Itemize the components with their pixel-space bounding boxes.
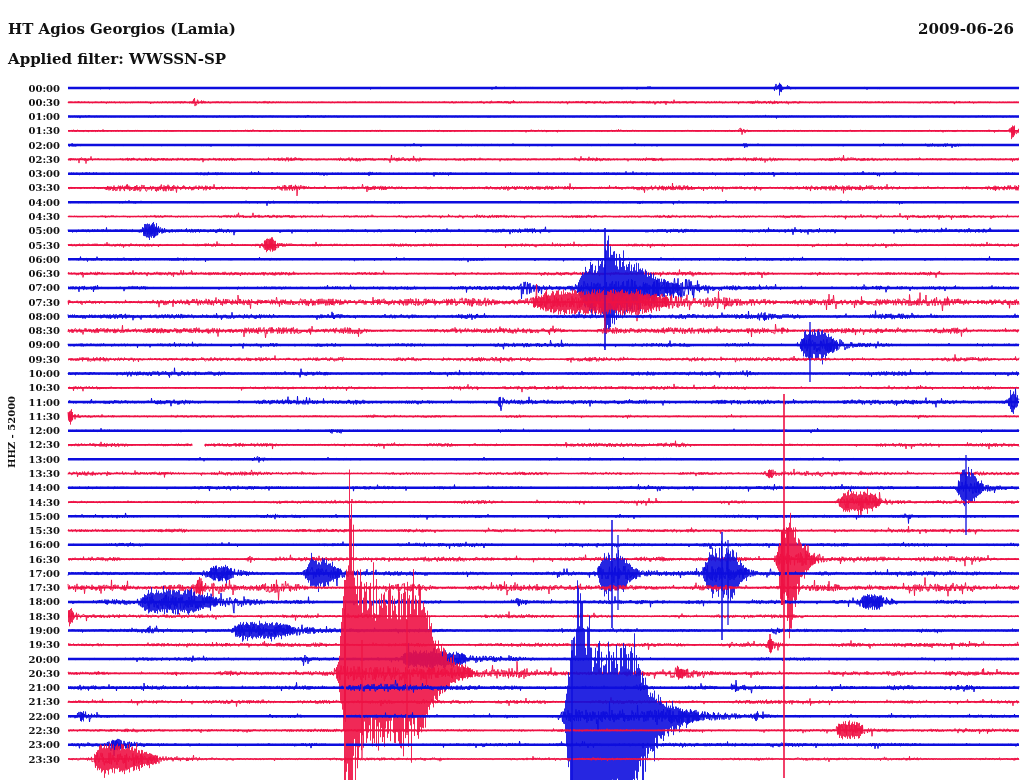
time-label: 12:00	[0, 425, 60, 436]
time-label: 06:30	[0, 268, 60, 279]
time-label: 17:30	[0, 582, 60, 593]
time-label: 10:30	[0, 382, 60, 393]
time-label: 23:30	[0, 754, 60, 765]
time-label: 09:00	[0, 339, 60, 350]
time-label: 08:00	[0, 311, 60, 322]
station-title: HT Agios Georgios (Lamia)	[8, 20, 236, 38]
time-label: 19:00	[0, 625, 60, 636]
filter-label: Applied filter: WWSSN-SP	[8, 50, 226, 68]
time-label: 14:30	[0, 497, 60, 508]
time-label: 12:30	[0, 439, 60, 450]
time-label: 15:00	[0, 511, 60, 522]
date-label: 2009-06-26	[918, 20, 1014, 38]
time-label: 02:30	[0, 154, 60, 165]
time-label: 18:00	[0, 596, 60, 607]
time-label: 18:30	[0, 611, 60, 622]
time-label: 20:30	[0, 668, 60, 679]
time-label: 10:00	[0, 368, 60, 379]
time-label: 00:00	[0, 83, 60, 94]
time-label: 16:30	[0, 554, 60, 565]
time-label: 21:00	[0, 682, 60, 693]
time-label: 04:30	[0, 211, 60, 222]
time-label: 13:00	[0, 454, 60, 465]
time-label: 13:30	[0, 468, 60, 479]
time-label: 15:30	[0, 525, 60, 536]
time-label: 00:30	[0, 97, 60, 108]
time-label: 07:00	[0, 282, 60, 293]
time-label: 07:30	[0, 297, 60, 308]
time-label: 21:30	[0, 696, 60, 707]
time-label: 09:30	[0, 354, 60, 365]
helicorder-page: HT Agios Georgios (Lamia) Applied filter…	[0, 0, 1024, 780]
time-label: 05:00	[0, 225, 60, 236]
time-label: 11:30	[0, 411, 60, 422]
time-label: 22:30	[0, 725, 60, 736]
time-label: 01:00	[0, 111, 60, 122]
time-label: 23:00	[0, 739, 60, 750]
time-label: 14:00	[0, 482, 60, 493]
time-label: 19:30	[0, 639, 60, 650]
time-label: 02:00	[0, 140, 60, 151]
time-label: 05:30	[0, 240, 60, 251]
time-label: 20:00	[0, 654, 60, 665]
time-label: 01:30	[0, 125, 60, 136]
time-label: 22:00	[0, 711, 60, 722]
seismogram-traces	[0, 0, 1024, 780]
time-label: 03:00	[0, 168, 60, 179]
time-label: 03:30	[0, 182, 60, 193]
time-label: 17:00	[0, 568, 60, 579]
time-label: 16:00	[0, 539, 60, 550]
time-label: 06:00	[0, 254, 60, 265]
time-label: 04:00	[0, 197, 60, 208]
time-label: 08:30	[0, 325, 60, 336]
time-label: 11:00	[0, 397, 60, 408]
